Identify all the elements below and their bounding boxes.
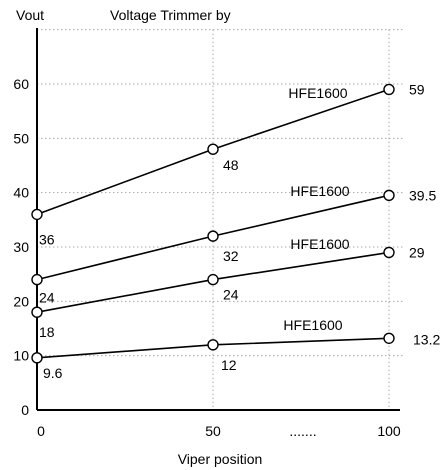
data-point-1-1 (31, 208, 43, 221)
data-label-1-2: 48 (223, 157, 239, 173)
data-label-4-3: 13.2 (413, 331, 440, 347)
series: 36 48 59 HFE1600 24 32 39.5 HFE1600 18 24 29 HFE160… (31, 81, 440, 381)
y-tick-label-50: 50 (13, 130, 29, 146)
series-2: 24 32 39.5 HFE1600 (31, 183, 436, 306)
y-tick-label-30: 30 (13, 239, 29, 255)
data-point-3-2 (207, 273, 219, 286)
y-tick-label-20: 20 (13, 293, 29, 309)
x-tick-label-100: 100 (377, 423, 401, 439)
x-axis-label: Viper position (178, 451, 263, 467)
data-label-4-2: 12 (221, 357, 237, 373)
data-label-3-3: 29 (409, 244, 425, 260)
data-point-2-2 (207, 230, 219, 242)
data-label-1-1: 36 (39, 231, 55, 247)
series-name-label-3: HFE1600 (290, 236, 349, 252)
y-tick-label-0: 0 (21, 402, 29, 418)
data-point-2-1 (31, 273, 43, 286)
y-tick-labels: 0 10 20 30 40 50 60 (13, 76, 29, 418)
x-tick-label-50: 50 (205, 423, 221, 439)
y-axis-label: Vout (16, 7, 44, 23)
data-point-4-3 (383, 332, 395, 344)
data-point-2-3 (383, 189, 395, 202)
data-label-2-2: 32 (223, 248, 239, 264)
data-label-1-3: 59 (409, 81, 425, 97)
series-1: 36 48 59 HFE1600 (31, 81, 425, 247)
data-point-1-2 (207, 143, 219, 155)
data-label-3-2: 24 (223, 287, 239, 303)
series-4: 9.6 12 13.2 HFE1600 (31, 317, 440, 381)
x-tick-labels: 0 50 100 (37, 423, 401, 439)
y-tick-label-40: 40 (13, 185, 29, 201)
y-tick-label-10: 10 (13, 348, 29, 364)
data-label-2-1: 24 (39, 290, 55, 306)
data-label-4-1: 9.6 (43, 365, 63, 381)
chart-title: Voltage Trimmer by (110, 7, 231, 23)
series-name-label-4: HFE1600 (283, 317, 342, 333)
data-label-3-1: 18 (39, 324, 55, 340)
data-label-2-3: 39.5 (409, 187, 436, 203)
series-name-label-1: HFE1600 (288, 85, 347, 101)
series-name-label-2: HFE1600 (290, 183, 349, 199)
x-ellipsis: ....... (289, 423, 316, 439)
data-point-3-1 (31, 306, 43, 318)
y-tick-label-60: 60 (13, 76, 29, 92)
x-tick-label-0: 0 (37, 423, 45, 439)
data-point-3-3 (383, 246, 395, 259)
data-point-4-1 (31, 352, 43, 364)
data-point-4-2 (207, 339, 219, 351)
series-3: 18 24 29 HFE1600 (31, 236, 425, 340)
data-point-1-3 (383, 83, 395, 96)
